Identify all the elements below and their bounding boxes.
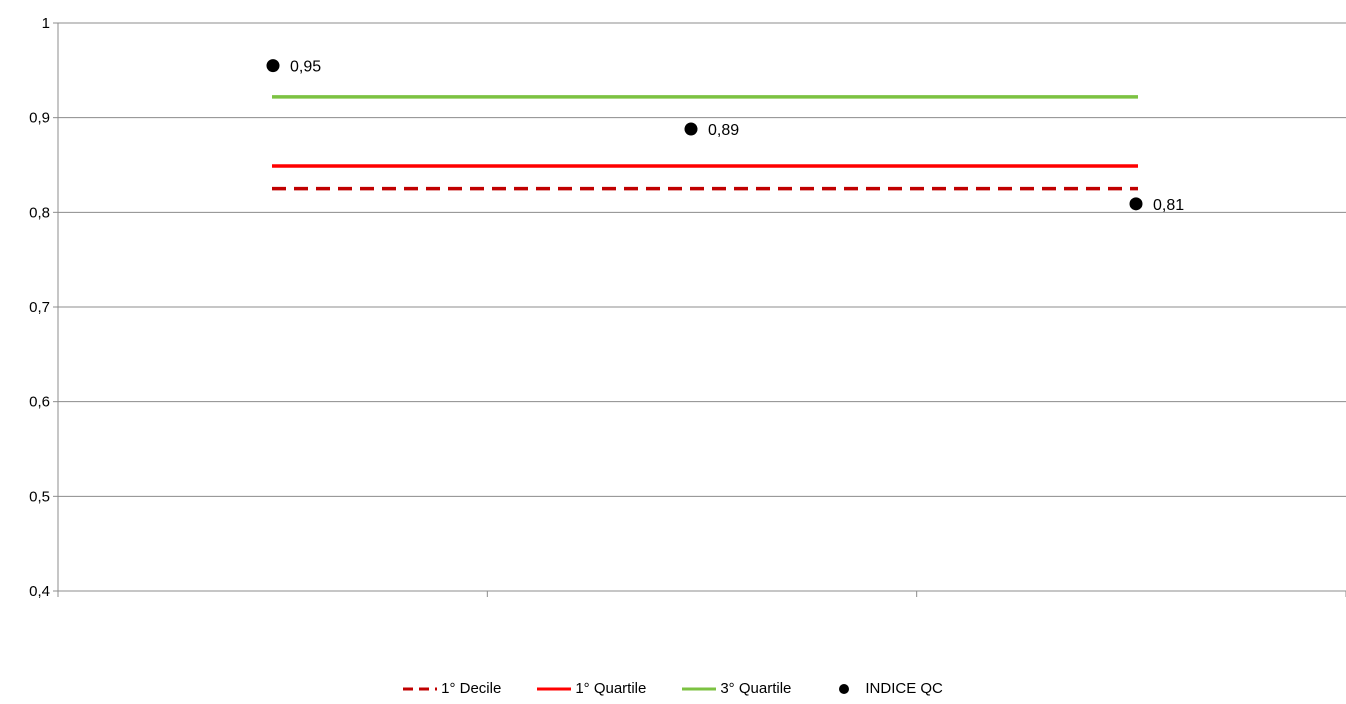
y-tick-label: 1 (42, 15, 50, 32)
data-point (266, 59, 280, 73)
y-tick-label: 0,7 (29, 299, 50, 316)
chart-legend: 1° Decile 1° Quartile 3° Quartile INDICE… (0, 680, 1346, 697)
legend-swatch-indice-qc (827, 682, 861, 696)
legend-swatch-quartile-3 (682, 682, 717, 696)
legend-label-quartile-1: 1° Quartile (575, 680, 647, 697)
y-tick-label: 0,4 (29, 583, 50, 600)
data-label: 0,81 (1153, 197, 1184, 214)
legend-label-indice-qc: INDICE QC (865, 680, 943, 697)
legend-item-decile: 1° Decile (403, 680, 501, 697)
legend-item-quartile-3: 3° Quartile (682, 680, 791, 697)
data-label: 0,89 (708, 122, 739, 139)
y-tick-label: 0,9 (29, 110, 50, 127)
y-tick-label: 0,6 (29, 394, 50, 411)
data-point (1129, 197, 1143, 211)
y-tick-label: 0,5 (29, 488, 50, 505)
legend-item-quartile-1: 1° Quartile (537, 680, 646, 697)
data-point (684, 122, 698, 136)
data-label: 0,95 (290, 59, 321, 76)
legend-label-quartile-3: 3° Quartile (720, 680, 792, 697)
legend-swatch-decile (403, 682, 438, 696)
y-tick-label: 0,8 (29, 204, 50, 221)
legend-label-decile: 1° Decile (441, 680, 502, 697)
legend-swatch-quartile-1 (537, 682, 572, 696)
legend-item-indice-qc: INDICE QC (827, 680, 943, 697)
